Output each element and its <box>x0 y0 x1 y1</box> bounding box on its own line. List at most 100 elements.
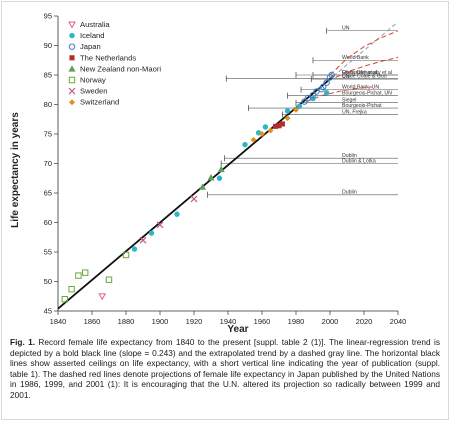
data-point <box>284 115 291 122</box>
data-point <box>296 103 303 109</box>
un-projection-curve <box>329 30 399 76</box>
figure-caption: Fig. 1. Record female life expectancy fr… <box>10 337 440 401</box>
data-point <box>68 285 75 293</box>
legend-entry-label: Sweden <box>80 87 107 96</box>
data-point <box>320 83 327 91</box>
legend-marker <box>68 65 76 72</box>
ceiling-label: Bourgeois-Pichat, UN <box>342 90 392 96</box>
legend-marker <box>68 76 76 84</box>
data-point <box>267 127 274 134</box>
data-point <box>105 276 113 283</box>
data-point <box>323 79 330 86</box>
y-axis-label: Life expectancy in years <box>10 112 21 228</box>
regression-line <box>57 75 334 310</box>
y-tick-label: 90 <box>44 41 52 50</box>
y-tick-label: 55 <box>44 248 52 257</box>
data-point <box>131 246 138 252</box>
y-tick-label: 95 <box>44 12 52 21</box>
data-point <box>148 230 155 236</box>
x-tick-label: 1980 <box>288 317 305 326</box>
ceiling-label: Bourgeois-Pichat <box>342 103 382 109</box>
x-tick-label: 1960 <box>254 317 271 326</box>
y-tick-label: 45 <box>44 307 52 316</box>
legend-marker <box>69 32 75 39</box>
data-point <box>259 131 265 137</box>
y-tick-label: 80 <box>44 100 52 109</box>
ceiling-label: Dublin & Lotka <box>342 158 376 164</box>
x-tick-label: 1920 <box>186 317 203 326</box>
caption-text: Record female life expectancy from 1840 … <box>10 337 440 400</box>
x-tick-label: 1900 <box>152 317 169 326</box>
ceiling-label: UN <box>342 74 350 80</box>
legend-marker <box>68 87 76 95</box>
legend-marker <box>69 55 75 61</box>
data-point <box>323 90 330 96</box>
data-point <box>328 71 335 79</box>
x-tick-label: 1840 <box>50 317 67 326</box>
legend-marker <box>69 99 75 106</box>
legend-marker <box>68 43 76 50</box>
data-point <box>304 94 312 102</box>
data-point <box>313 88 320 95</box>
legend-entry-label: Norway <box>80 76 106 85</box>
data-point <box>301 98 308 105</box>
y-tick-label: 65 <box>44 189 52 198</box>
data-point <box>122 251 130 259</box>
data-point <box>207 174 215 181</box>
x-tick-label: 2020 <box>356 317 373 326</box>
data-point <box>139 236 147 244</box>
data-point <box>242 141 248 148</box>
un-projection-curve <box>306 86 373 103</box>
ceiling-label: Dublin <box>342 153 357 159</box>
data-point <box>190 195 198 203</box>
legend-entry-label: Switzerland <box>80 98 119 107</box>
data-point <box>156 221 164 229</box>
data-point <box>216 175 223 181</box>
ceiling-label: Olshansky et al <box>342 70 377 76</box>
data-point <box>61 296 68 303</box>
y-tick-label: 50 <box>44 277 52 286</box>
ceiling-label: Siegel <box>342 98 356 104</box>
data-point <box>174 211 180 217</box>
axes-layer: 1840 1860 1880 1900 1920 1940 1960 1980 2000 2020… <box>44 12 407 326</box>
ceiling-label: UN, Frejka <box>342 109 367 115</box>
data-point <box>217 165 225 173</box>
data-point <box>279 121 285 127</box>
x-tick-label: 2000 <box>322 317 339 326</box>
y-tick-label: 85 <box>44 71 52 80</box>
data-point <box>284 108 291 114</box>
y-tick-label: 70 <box>44 159 52 168</box>
data-point <box>262 124 269 130</box>
ceiling-label: Fries, Olshansky et al <box>342 70 392 76</box>
x-tick-label: 1860 <box>84 317 101 326</box>
ceiling-label: Dublin <box>342 190 357 196</box>
legend: Australia Iceland Japan The Netherlands New … <box>68 20 161 107</box>
caption-lead: Fig. 1. <box>10 337 36 347</box>
ceiling-label: Coale Coale & Guo <box>342 73 387 79</box>
data-point <box>250 136 257 143</box>
x-tick-label: 2040 <box>390 317 407 326</box>
x-tick-label: 1940 <box>220 317 237 326</box>
x-tick-label: 1880 <box>118 317 135 326</box>
legend-marker <box>68 21 76 29</box>
data-point <box>276 123 282 129</box>
lines-layer <box>57 21 399 310</box>
data-point <box>82 269 89 276</box>
y-tick-label: 75 <box>44 130 52 139</box>
data-point <box>198 183 207 190</box>
points-layer <box>61 71 335 303</box>
extrapolated-trend-line <box>333 21 399 77</box>
legend-entry-label: New Zealand non-Maori <box>80 64 161 73</box>
x-axis-label: Year <box>227 324 248 335</box>
legend-entry-label: Japan <box>80 42 101 51</box>
legend-entry-label: Australia <box>80 20 110 29</box>
data-point <box>309 91 317 99</box>
data-point <box>98 293 107 301</box>
legend-entry-label: The Netherlands <box>80 53 136 62</box>
ceiling-label: UN <box>342 26 350 32</box>
data-point <box>273 123 279 129</box>
data-point <box>293 106 299 113</box>
y-tick-label: 60 <box>44 218 52 227</box>
